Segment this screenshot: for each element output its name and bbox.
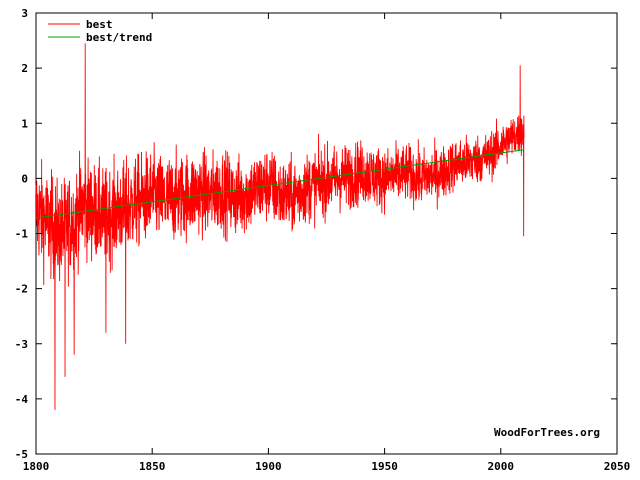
y-tick-label: 0 bbox=[21, 172, 28, 185]
y-tick-label: -5 bbox=[15, 448, 28, 461]
series-best-trend bbox=[35, 149, 525, 219]
y-tick-label: -2 bbox=[15, 283, 28, 296]
y-tick-label: -4 bbox=[15, 393, 29, 406]
x-tick-label: 2050 bbox=[604, 460, 631, 473]
y-tick-label: 3 bbox=[21, 7, 28, 20]
y-tick-label: 2 bbox=[21, 62, 28, 75]
series-best-trend-line bbox=[35, 149, 525, 219]
axis-ticks: 1800 1850 1900 1950 2000 2050 -5 -4 -3 -2 -1 0 1 2 3 bbox=[15, 7, 631, 473]
x-tick-label: 1850 bbox=[139, 460, 166, 473]
x-tick-label: 1800 bbox=[23, 460, 50, 473]
x-tick-label: 1900 bbox=[255, 460, 282, 473]
plot-frame bbox=[35, 12, 618, 455]
series-best-line bbox=[35, 43, 525, 410]
y-tick-label: -1 bbox=[15, 228, 29, 241]
legend-label: best/trend bbox=[86, 31, 152, 44]
legend-label: best bbox=[86, 18, 113, 31]
x-tick-label: 1950 bbox=[371, 460, 398, 473]
series-best bbox=[35, 43, 525, 410]
y-tick-label: -3 bbox=[15, 338, 28, 351]
x-tick-label: 2000 bbox=[488, 460, 515, 473]
credit-text: WoodForTrees.org bbox=[494, 426, 600, 439]
y-tick-label: 1 bbox=[21, 117, 28, 130]
